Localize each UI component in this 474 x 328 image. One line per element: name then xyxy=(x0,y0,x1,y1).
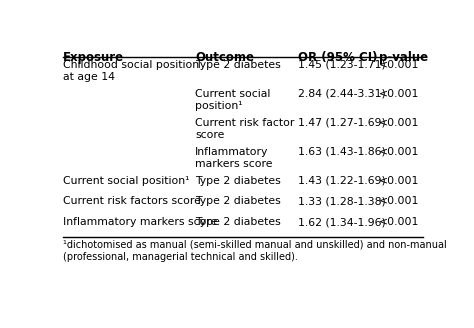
Text: 1.43 (1.22-1.69): 1.43 (1.22-1.69) xyxy=(298,176,386,186)
Text: Inflammatory
markers score: Inflammatory markers score xyxy=(195,147,273,169)
Text: 1.63 (1.43-1.86): 1.63 (1.43-1.86) xyxy=(298,147,386,157)
Text: <0.001: <0.001 xyxy=(379,147,419,157)
Text: ¹dichotomised as manual (semi-skilled manual and unskilled) and non-manual
(prof: ¹dichotomised as manual (semi-skilled ma… xyxy=(63,240,447,262)
Text: <0.001: <0.001 xyxy=(379,118,419,128)
Text: 1.33 (1.28-1.38): 1.33 (1.28-1.38) xyxy=(298,196,386,206)
Text: Type 2 diabetes: Type 2 diabetes xyxy=(195,60,281,70)
Text: OR (95% CI): OR (95% CI) xyxy=(298,51,377,64)
Text: 1.47 (1.27-1.69): 1.47 (1.27-1.69) xyxy=(298,118,386,128)
Text: 1.45 (1.23-1.71): 1.45 (1.23-1.71) xyxy=(298,60,386,70)
Text: Type 2 diabetes: Type 2 diabetes xyxy=(195,217,281,227)
Text: Type 2 diabetes: Type 2 diabetes xyxy=(195,196,281,206)
Text: Type 2 diabetes: Type 2 diabetes xyxy=(195,176,281,186)
Text: Current social
position¹: Current social position¹ xyxy=(195,89,271,111)
Text: p-value: p-value xyxy=(379,51,428,64)
Text: <0.001: <0.001 xyxy=(379,89,419,99)
Text: <0.001: <0.001 xyxy=(379,196,419,206)
Text: <0.001: <0.001 xyxy=(379,60,419,70)
Text: Inflammatory markers score: Inflammatory markers score xyxy=(63,217,217,227)
Text: Childhood social position
at age 14: Childhood social position at age 14 xyxy=(63,60,199,82)
Text: Exposure: Exposure xyxy=(63,51,124,64)
Text: 1.62 (1.34-1.96): 1.62 (1.34-1.96) xyxy=(298,217,386,227)
Text: <0.001: <0.001 xyxy=(379,217,419,227)
Text: Current risk factor
score: Current risk factor score xyxy=(195,118,294,140)
Text: Current risk factors score: Current risk factors score xyxy=(63,196,201,206)
Text: <0.001: <0.001 xyxy=(379,176,419,186)
Text: 2.84 (2.44-3.31): 2.84 (2.44-3.31) xyxy=(298,89,386,99)
Text: Current social position¹: Current social position¹ xyxy=(63,176,189,186)
Text: Outcome: Outcome xyxy=(195,51,254,64)
